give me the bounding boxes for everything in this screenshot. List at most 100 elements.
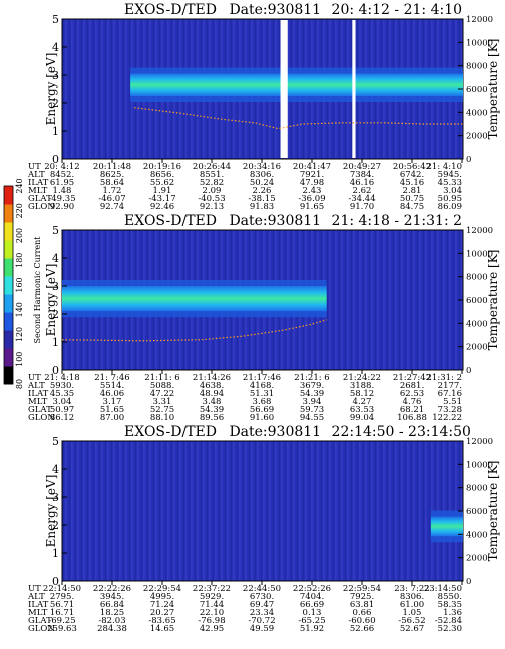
y2-tick-label: 6000 (466, 507, 488, 517)
table-cell: -65.25 (298, 616, 325, 626)
y2-tick-label: 2000 (466, 554, 488, 564)
plot-area (61, 440, 464, 582)
table-cell: 8656. (150, 170, 174, 180)
colorbar: 80 100 120 140 160 180 200 220 240 Second Harmon… (3, 178, 42, 389)
table-cell: 51.92 (300, 624, 324, 634)
y-tick-label: 3 (52, 69, 59, 82)
y-tick-label: 2 (52, 97, 59, 110)
colorbar-cell (4, 186, 13, 205)
y-axis-label: Energy [eV] (44, 475, 58, 548)
table-cell: 51.65 (100, 405, 124, 415)
table-cell: 47.22 (150, 389, 174, 399)
table-cell: 4.27 (353, 397, 372, 407)
table-cell: 92.13 (200, 202, 224, 212)
table-row-label: ILAT (28, 178, 49, 188)
table-cell: 3188. (350, 381, 374, 391)
table-cell: 1.05 (403, 608, 422, 618)
colorbar-ticks: 80 100 120 140 160 180 200 220 240 (15, 178, 24, 389)
table-cell: -60.60 (348, 616, 375, 626)
colorbar-cell (4, 348, 13, 367)
table-cell: 22:22:26 (93, 584, 131, 594)
table-cell: 18.25 (100, 608, 124, 618)
y-tick-label: 2 (52, 519, 59, 532)
y2-tick-label: 0 (466, 155, 471, 165)
table-cell: 1.72 (103, 186, 122, 196)
y2-tick-label: 8000 (466, 273, 488, 283)
table-cell: 284.38 (97, 624, 127, 634)
table-cell: 8452. (50, 170, 74, 180)
table-cell: 22:14:50 (43, 584, 81, 594)
table-cell: 91.70 (350, 202, 374, 212)
colorbar-cell (4, 276, 13, 295)
table-cell: 20:26:44 (193, 162, 231, 172)
panel-title: EXOS-D/TED Date:930811 20: 4:12 - 21: 4:… (124, 2, 462, 18)
table-cell: -43.17 (148, 194, 175, 204)
table-cell: 71.44 (200, 600, 224, 610)
table-cell: 63.81 (350, 600, 374, 610)
table-cell: 0.13 (303, 608, 322, 618)
band-core (430, 516, 463, 537)
y2-axis: 0 2000 4000 6000 8000 10000 12000 (458, 226, 493, 376)
table-cell: 8625. (100, 170, 124, 180)
table-cell: -70.72 (248, 616, 275, 626)
y-tick-label: 3 (52, 491, 59, 504)
table-cell: 92.46 (150, 202, 174, 212)
table-cell: 22.10 (200, 608, 224, 618)
table-cell: 5945. (438, 170, 462, 180)
y-tick-label: 1 (52, 547, 59, 560)
table-cell: 54.39 (300, 389, 324, 399)
y-tick-label: 5 (52, 13, 59, 26)
table-cell: 54.39 (200, 405, 224, 415)
table-cell: 5929. (200, 592, 224, 602)
colorbar-tick-label: 80 (15, 379, 24, 389)
table-cell: 22:29:54 (143, 584, 181, 594)
y2-tick-label: 2000 (466, 343, 488, 353)
table-cell: 59.73 (300, 405, 324, 415)
table-cell: 3.68 (253, 397, 272, 407)
y-axis-label: Energy [eV] (44, 264, 58, 337)
table-cell: 3.31 (153, 397, 172, 407)
table-cell: 4995. (150, 592, 174, 602)
table-cell: 61.95 (50, 178, 74, 188)
table-cell: 73.28 (438, 405, 462, 415)
energy-band (430, 510, 463, 543)
table-cell: 94.55 (300, 413, 324, 423)
colorbar-tick-label: 240 (15, 178, 24, 193)
table-cell: 8306. (250, 170, 274, 180)
data-gap (352, 20, 356, 158)
table-cell: 20:56:42 (393, 162, 431, 172)
table-cell: -38.15 (248, 194, 275, 204)
table-row-label: UT (28, 584, 41, 594)
table-row-label: ALT (27, 381, 45, 391)
table-cell: -82.03 (98, 616, 125, 626)
table-cell: 20: 4:12 (44, 162, 79, 172)
table-cell: 3.94 (303, 397, 322, 407)
table-cell: 106.88 (397, 413, 427, 423)
table-cell: 52.66 (350, 624, 374, 634)
y2-axis-label: Temperature [K] (486, 39, 500, 140)
y2-tick-label: 4000 (466, 319, 488, 329)
table-cell: -34.44 (348, 194, 375, 204)
table-cell: 2.26 (253, 186, 272, 196)
table-cell: 0.66 (353, 608, 372, 618)
table-cell: 2177. (438, 381, 462, 391)
y-tick-label: 0 (52, 364, 59, 377)
panel-1: EXOS-D/TED Date:930811 20: 4:12 - 21: 4:… (27, 2, 500, 212)
table-cell: 50.24 (250, 178, 274, 188)
y2-tick-label: 8000 (466, 62, 488, 72)
table-cell: 6730. (250, 592, 274, 602)
table-cell: 7404. (300, 592, 324, 602)
table-cell: 2.09 (203, 186, 222, 196)
table-cell: 69.47 (250, 600, 274, 610)
y-tick-label: 2 (52, 308, 59, 321)
y2-tick-label: 12000 (466, 15, 493, 25)
table-cell: 22:59:54 (343, 584, 381, 594)
table-cell: 21: 4:10 (427, 162, 462, 172)
energy-band (130, 67, 464, 102)
table-cell: -46.07 (98, 194, 125, 204)
table-cell: 2.43 (303, 186, 322, 196)
table-cell: 55.62 (150, 178, 174, 188)
table-row-label: GLAT (28, 194, 52, 204)
table-row-label: GLAT (28, 405, 52, 415)
